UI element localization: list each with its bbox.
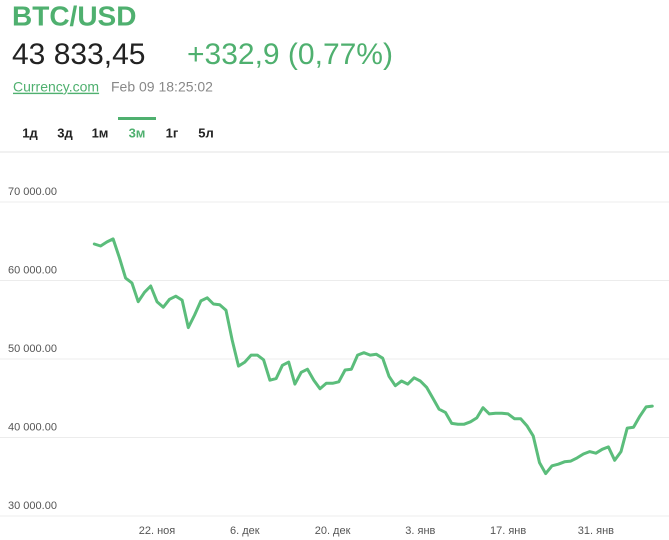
title: BTC/USD <box>12 0 136 31</box>
tab[interactable]: 1г <box>166 125 179 140</box>
tab[interactable]: 3м <box>129 125 146 140</box>
price-line <box>92 237 654 476</box>
y-tick-label: 60 000.00 <box>8 264 57 276</box>
tab[interactable]: 1д <box>22 125 38 140</box>
x-tick-label: 31. янв <box>578 525 614 537</box>
x-tick-label: 3. янв <box>405 525 435 537</box>
tab[interactable]: 3д <box>57 125 73 140</box>
tab[interactable]: 5л <box>198 125 214 140</box>
tab[interactable]: 1м <box>92 125 109 140</box>
price: 43 833,45 <box>12 38 145 71</box>
change: +332,9 (0,77%) <box>187 38 393 71</box>
y-tick-label: 50 000.00 <box>8 343 57 355</box>
x-tick-label: 22. ноя <box>139 525 176 537</box>
x-tick-label: 20. дек <box>315 525 351 537</box>
x-tick-label: 6. дек <box>230 525 260 537</box>
y-tick-label: 70 000.00 <box>8 186 57 198</box>
y-tick-label: 30 000.00 <box>8 500 57 512</box>
timestamp: Feb 09 18:25:02 <box>111 79 213 95</box>
x-tick-label: 17. янв <box>490 525 526 537</box>
source-link[interactable]: Currency.com <box>13 79 99 95</box>
y-tick-label: 40 000.00 <box>8 421 57 433</box>
tab-indicator <box>118 117 156 120</box>
